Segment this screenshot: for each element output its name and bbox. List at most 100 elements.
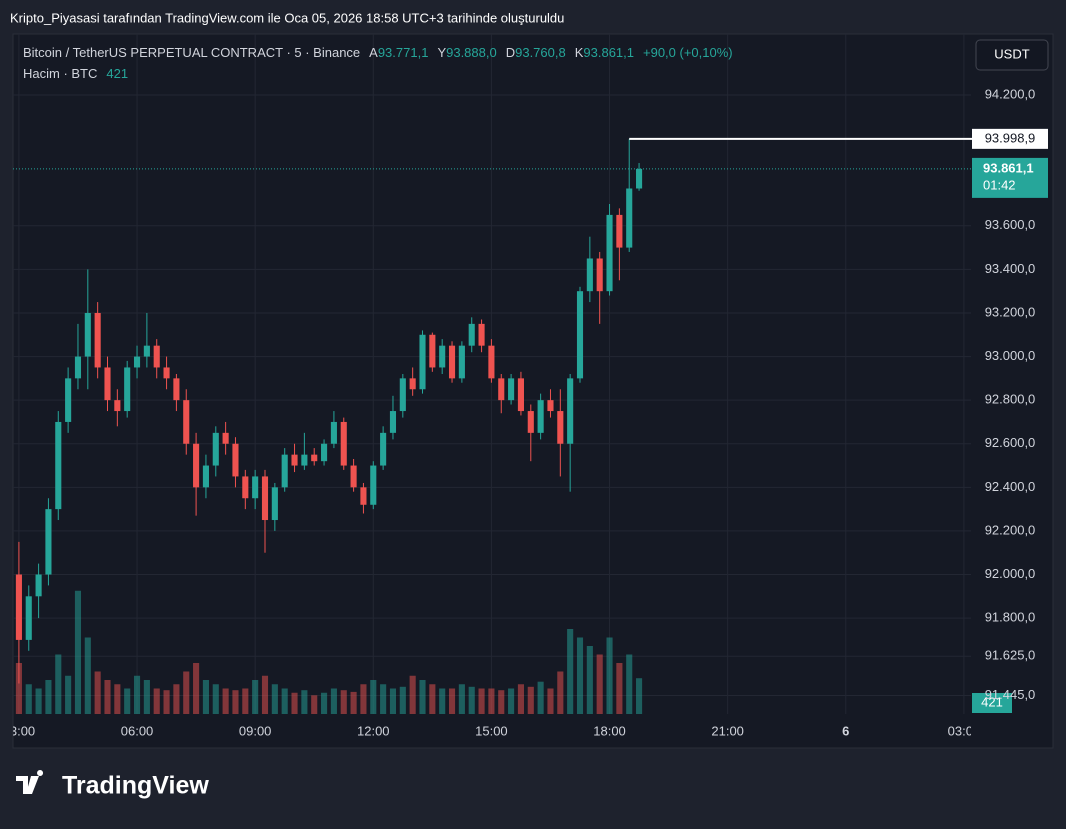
candle-body (370, 465, 377, 505)
ohlc-value: 93.771,1 (378, 45, 429, 60)
volume-bar (55, 654, 62, 714)
candle-body (616, 214, 623, 248)
x-tick-label: 21:00 (711, 723, 744, 738)
candle-body (173, 378, 180, 401)
candle-body (340, 421, 347, 466)
candle-body (330, 421, 337, 444)
volume-bar (301, 690, 308, 714)
volume-bar (616, 663, 623, 714)
candle-body (124, 367, 131, 412)
candle-body (439, 345, 446, 368)
x-tick-label: 03:00 (948, 723, 981, 738)
caption: Kripto_Piyasasi tarafından TradingView.c… (10, 10, 564, 25)
last-price-box (972, 157, 1048, 198)
candle-body (35, 574, 42, 597)
candle-body (252, 476, 259, 499)
candle-body (596, 258, 603, 292)
candle-body (626, 188, 633, 248)
candle-body (45, 509, 52, 575)
candle-body (183, 400, 190, 444)
logo: TradingView (16, 770, 209, 800)
candle-body (291, 454, 298, 466)
candle-body (153, 345, 160, 368)
candle-body (114, 400, 121, 412)
candle-body (163, 367, 170, 379)
candle-body (508, 378, 515, 401)
ohlc-value: 93.888,0 (446, 45, 497, 60)
candle-body (498, 378, 505, 401)
candle-body (567, 378, 574, 444)
candle-body (478, 323, 485, 346)
volume-bar (261, 675, 269, 714)
volume-bar (508, 688, 515, 714)
volume-bar (626, 654, 633, 714)
volume-bar (104, 680, 111, 714)
candle-body (15, 574, 22, 640)
volume-bar (84, 637, 91, 714)
y-tick-label: 91.445,0 (985, 687, 1036, 702)
volume-bar (193, 663, 200, 714)
volume-bar (291, 692, 298, 714)
candle-body (133, 356, 141, 368)
volume-bar (153, 688, 160, 714)
volume-value: 421 (106, 66, 128, 81)
y-tick-label: 92.600,0 (985, 435, 1036, 450)
volume-bar (271, 684, 278, 714)
volume-bar (35, 688, 42, 714)
high-marker-label: 93.998,9 (985, 130, 1036, 145)
y-tick-label: 94.200,0 (985, 86, 1036, 101)
volume-bar (232, 690, 239, 714)
volume-bar (311, 695, 318, 714)
volume-bar (547, 688, 554, 714)
volume-bar (419, 680, 426, 714)
candle-body (261, 476, 269, 521)
volume-bar (65, 675, 72, 714)
candle-body (468, 323, 475, 346)
volume-title: Hacim · BTC (23, 66, 97, 81)
volume-axis-label: 421 (981, 694, 1003, 709)
volume-bar (143, 680, 150, 714)
candle-body (409, 378, 416, 390)
volume-bar (15, 663, 22, 714)
volume-bar (409, 675, 416, 714)
candle-body (74, 356, 82, 379)
volume-bar (242, 688, 249, 714)
volume-bar (557, 671, 564, 714)
volume-bar (439, 688, 446, 714)
volume-bar (576, 637, 584, 714)
volume-bar (478, 688, 485, 714)
high-marker-box (972, 128, 1048, 149)
x-tick-label: 18:00 (593, 723, 626, 738)
x-tick-label: 15:00 (475, 723, 508, 738)
currency-button[interactable] (975, 39, 1049, 71)
volume-bar (429, 684, 436, 714)
volume-bar (488, 688, 495, 714)
candle-body (242, 476, 249, 499)
candle-body (350, 465, 357, 488)
candle-body (222, 432, 229, 444)
y-tick-label: 91.625,0 (985, 648, 1036, 663)
x-tick-label: 06:00 (121, 723, 154, 738)
currency-label[interactable]: USDT (994, 46, 1029, 61)
volume-bar (183, 671, 190, 714)
x-tick-label: 09:00 (239, 723, 272, 738)
candle-body (143, 345, 150, 357)
volume-bar (114, 684, 121, 714)
countdown: 01:42 (983, 177, 1016, 192)
candle-body (419, 334, 426, 390)
candle-body (488, 345, 495, 379)
y-tick-label: 92.200,0 (985, 522, 1036, 537)
volume-bar (330, 688, 337, 714)
ohlc-key: A (369, 45, 378, 60)
volume-bar (45, 680, 52, 714)
candle-body (25, 596, 32, 640)
candle-body (636, 168, 643, 189)
volume-bar (370, 680, 377, 714)
volume-bar (321, 692, 328, 714)
candle-body (527, 411, 534, 433)
volume-bar (567, 629, 574, 714)
volume-bar (636, 678, 643, 714)
candle-body (586, 258, 593, 292)
